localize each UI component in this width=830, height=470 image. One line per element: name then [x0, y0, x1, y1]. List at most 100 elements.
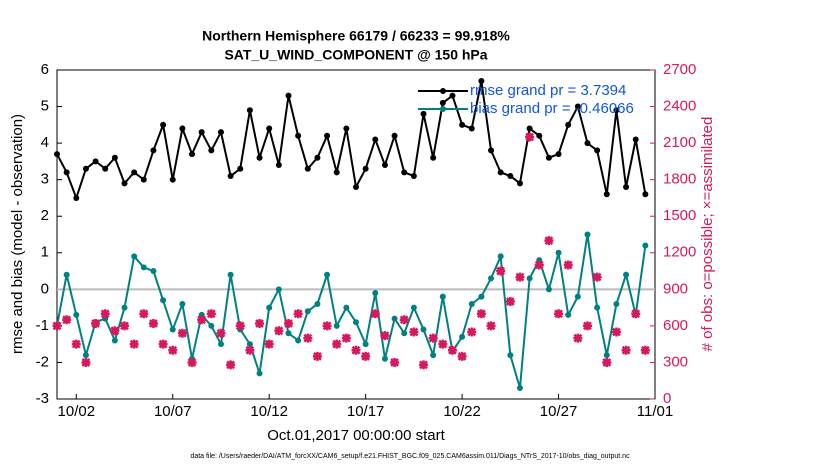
- point: [179, 300, 186, 307]
- point: [343, 125, 350, 132]
- point: [73, 311, 80, 318]
- point: [217, 341, 224, 348]
- obs-marker: [621, 345, 631, 355]
- y-axis-label: rmse and bias (model - observation): [9, 114, 26, 354]
- point: [401, 169, 408, 176]
- point: [565, 121, 572, 128]
- obs-marker: [486, 321, 496, 331]
- point: [468, 300, 475, 307]
- obs-marker: [611, 327, 621, 337]
- point: [420, 326, 427, 333]
- obs-marker: [515, 272, 525, 282]
- x-tick-label: 11/01: [637, 403, 673, 420]
- point: [63, 271, 70, 278]
- obs-marker: [447, 345, 457, 355]
- obs-marker: [139, 309, 149, 319]
- obs-marker: [100, 309, 110, 319]
- y2-tick-label: 0: [663, 390, 671, 407]
- point: [324, 132, 331, 139]
- point: [613, 107, 620, 114]
- point: [275, 286, 282, 293]
- point: [246, 107, 253, 114]
- obs-marker: [428, 333, 438, 343]
- obs-marker: [563, 260, 573, 270]
- point: [256, 154, 263, 161]
- point: [160, 297, 167, 304]
- obs-marker: [312, 351, 322, 361]
- legend-marker: [440, 88, 446, 94]
- obs-marker: [197, 315, 207, 325]
- y-tick-label: 6: [41, 61, 49, 78]
- series-line: [56, 234, 647, 389]
- point: [102, 165, 109, 172]
- point: [246, 341, 253, 348]
- obs-marker: [110, 326, 120, 336]
- obs-marker: [303, 333, 313, 343]
- point: [121, 304, 128, 311]
- plot-area: [56, 69, 656, 400]
- obs-marker: [177, 328, 187, 338]
- obs-marker: [322, 321, 332, 331]
- point: [295, 132, 302, 139]
- point: [497, 253, 504, 260]
- obs-marker: [438, 339, 448, 349]
- x-tick-label: 10/27: [540, 403, 578, 420]
- point: [140, 264, 147, 271]
- point: [526, 125, 533, 132]
- legend-label: bias grand pr = -0.46066: [470, 100, 634, 117]
- y2-tick-label: 2700: [663, 61, 696, 78]
- obs-marker: [380, 331, 390, 341]
- obs-marker: [341, 333, 351, 343]
- point: [410, 304, 417, 311]
- obs-marker: [505, 297, 515, 307]
- obs-marker: [158, 339, 168, 349]
- point: [507, 352, 514, 359]
- point: [449, 92, 456, 99]
- point: [381, 355, 388, 362]
- point: [285, 330, 292, 337]
- y2-tick-label: 600: [663, 317, 688, 334]
- y-tick-label: 2: [41, 207, 49, 224]
- y2-tick-label: 900: [663, 280, 688, 297]
- obs-marker: [640, 345, 650, 355]
- point: [478, 293, 485, 300]
- point: [304, 165, 311, 172]
- point: [584, 140, 591, 147]
- obs-marker: [419, 360, 429, 370]
- point: [189, 151, 196, 158]
- obs-marker: [62, 315, 72, 325]
- series: [54, 77, 649, 201]
- point: [594, 304, 601, 311]
- point: [497, 169, 504, 176]
- y-tick-label: -3: [36, 390, 49, 407]
- point: [545, 286, 552, 293]
- point: [410, 173, 417, 180]
- obs-marker: [370, 309, 380, 319]
- point: [603, 352, 610, 359]
- legend-marker: [440, 106, 446, 112]
- point: [295, 337, 302, 344]
- x-tick-label: 10/12: [250, 403, 288, 420]
- point: [391, 132, 398, 139]
- obs-marker: [120, 321, 130, 331]
- point: [516, 385, 523, 392]
- obs-marker: [283, 318, 293, 328]
- point: [565, 311, 572, 318]
- obs-marker: [255, 318, 265, 328]
- y-tick-label: 0: [41, 280, 49, 297]
- point: [439, 99, 446, 106]
- point: [574, 103, 581, 110]
- point: [92, 158, 99, 165]
- point: [198, 129, 205, 136]
- point: [179, 125, 186, 132]
- point: [324, 271, 331, 278]
- point: [381, 162, 388, 169]
- point: [343, 304, 350, 311]
- obs-marker: [264, 339, 274, 349]
- obs-marker: [592, 272, 602, 282]
- obs-marker: [226, 360, 236, 370]
- point: [150, 147, 157, 154]
- chart-subtitle: SAT_U_WIND_COMPONENT @ 150 hPa: [224, 47, 487, 63]
- y2-tick-label: 300: [663, 353, 688, 370]
